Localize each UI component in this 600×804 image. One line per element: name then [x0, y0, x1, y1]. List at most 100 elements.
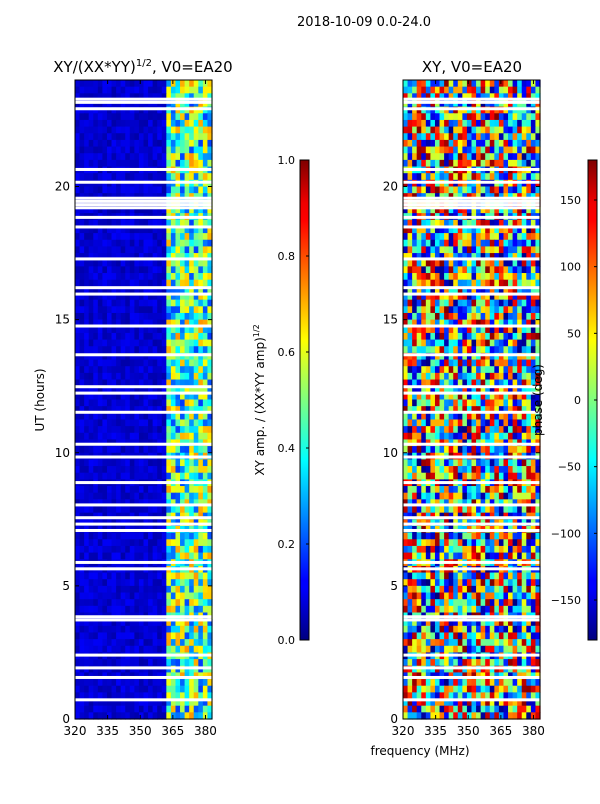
heatmap-cell	[180, 306, 185, 313]
heatmap-cell	[481, 466, 486, 473]
heatmap-cell	[513, 127, 518, 134]
heatmap-cell	[198, 113, 203, 120]
heatmap-cell	[408, 246, 413, 253]
heatmap-cell	[531, 493, 536, 500]
heatmap-cell	[102, 147, 107, 154]
heatmap-cell	[526, 246, 531, 253]
heatmap-cell	[153, 300, 158, 307]
heatmap-cell	[84, 546, 89, 553]
heatmap-cell	[102, 546, 107, 553]
heatmap-cell	[203, 426, 208, 433]
heatmap-cell	[134, 606, 139, 613]
amplitude-y-axis-label: UT (hours)	[33, 368, 47, 431]
heatmap-cell	[93, 266, 98, 273]
heatmap-cell	[89, 280, 94, 287]
heatmap-cell	[494, 260, 499, 267]
heatmap-cell	[467, 373, 472, 380]
heatmap-cell	[430, 466, 435, 473]
heatmap-cell	[198, 533, 203, 540]
heatmap-cell	[481, 373, 486, 380]
heatmap-cell	[503, 313, 508, 320]
heatmap-cell	[125, 240, 130, 247]
heatmap-cell	[139, 340, 144, 347]
heatmap-cell	[144, 133, 149, 140]
heatmap-cell	[513, 140, 518, 147]
heatmap-cell	[134, 140, 139, 147]
heatmap-cell	[148, 419, 153, 426]
heatmap-cell	[116, 133, 121, 140]
heatmap-cell	[134, 306, 139, 313]
heatmap-cell	[144, 632, 149, 639]
heatmap-cell	[148, 706, 153, 713]
heatmap-cell	[180, 240, 185, 247]
heatmap-cell	[112, 426, 117, 433]
heatmap-cell	[517, 366, 522, 373]
heatmap-cell	[467, 260, 472, 267]
heatmap-cell	[148, 599, 153, 606]
heatmap-cell	[98, 87, 103, 94]
heatmap-cell	[153, 160, 158, 167]
heatmap-cell	[499, 273, 504, 280]
heatmap-cell	[175, 87, 180, 94]
heatmap-cell	[435, 233, 440, 240]
heatmap-cell	[125, 87, 130, 94]
heatmap-cell	[453, 493, 458, 500]
heatmap-cell	[513, 360, 518, 367]
heatmap-cell	[171, 419, 176, 426]
heatmap-cell	[134, 360, 139, 367]
heatmap-cell	[531, 173, 536, 180]
heatmap-cell	[171, 360, 176, 367]
heatmap-cell	[490, 140, 495, 147]
heatmap-cell	[490, 120, 495, 127]
heatmap-cell	[139, 426, 144, 433]
heatmap-cell	[89, 579, 94, 586]
heatmap-cell	[440, 300, 445, 307]
heatmap-cell	[185, 626, 190, 633]
heatmap-cell	[203, 493, 208, 500]
heatmap-cell	[125, 346, 130, 353]
heatmap-cell	[435, 346, 440, 353]
heatmap-cell	[75, 426, 80, 433]
heatmap-cell	[84, 679, 89, 686]
heatmap-cell	[203, 373, 208, 380]
heatmap-cell	[458, 80, 463, 87]
heatmap-cell	[144, 340, 149, 347]
heatmap-cell	[467, 366, 472, 373]
heatmap-cell	[417, 360, 422, 367]
heatmap-cell	[107, 659, 112, 666]
heatmap-cell	[89, 153, 94, 160]
heatmap-cell	[107, 573, 112, 580]
heatmap-cell	[93, 127, 98, 134]
heatmap-cell	[467, 147, 472, 154]
heatmap-cell	[472, 426, 477, 433]
heatmap-cell	[112, 473, 117, 480]
heatmap-cell	[175, 679, 180, 686]
heatmap-cell	[453, 87, 458, 94]
heatmap-cell	[426, 506, 431, 513]
heatmap-cell	[517, 260, 522, 267]
heatmap-cell	[481, 486, 486, 493]
flagged-gap	[75, 666, 212, 669]
heatmap-cell	[444, 80, 449, 87]
heatmap-cell	[112, 493, 117, 500]
heatmap-cell	[125, 679, 130, 686]
heatmap-cell	[522, 366, 527, 373]
heatmap-cell	[80, 493, 85, 500]
heatmap-cell	[408, 340, 413, 347]
heatmap-cell	[112, 553, 117, 560]
heatmap-cell	[121, 459, 126, 466]
heatmap-cell	[157, 300, 162, 307]
heatmap-cell	[148, 486, 153, 493]
heatmap-cell	[430, 273, 435, 280]
heatmap-cell	[157, 546, 162, 553]
heatmap-cell	[462, 306, 467, 313]
heatmap-cell	[198, 413, 203, 420]
heatmap-cell	[130, 573, 135, 580]
heatmap-cell	[102, 459, 107, 466]
heatmap-cell	[189, 87, 194, 94]
heatmap-cell	[472, 366, 477, 373]
heatmap-cell	[499, 233, 504, 240]
heatmap-cell	[421, 306, 426, 313]
heatmap-cell	[157, 346, 162, 353]
heatmap-cell	[134, 593, 139, 600]
